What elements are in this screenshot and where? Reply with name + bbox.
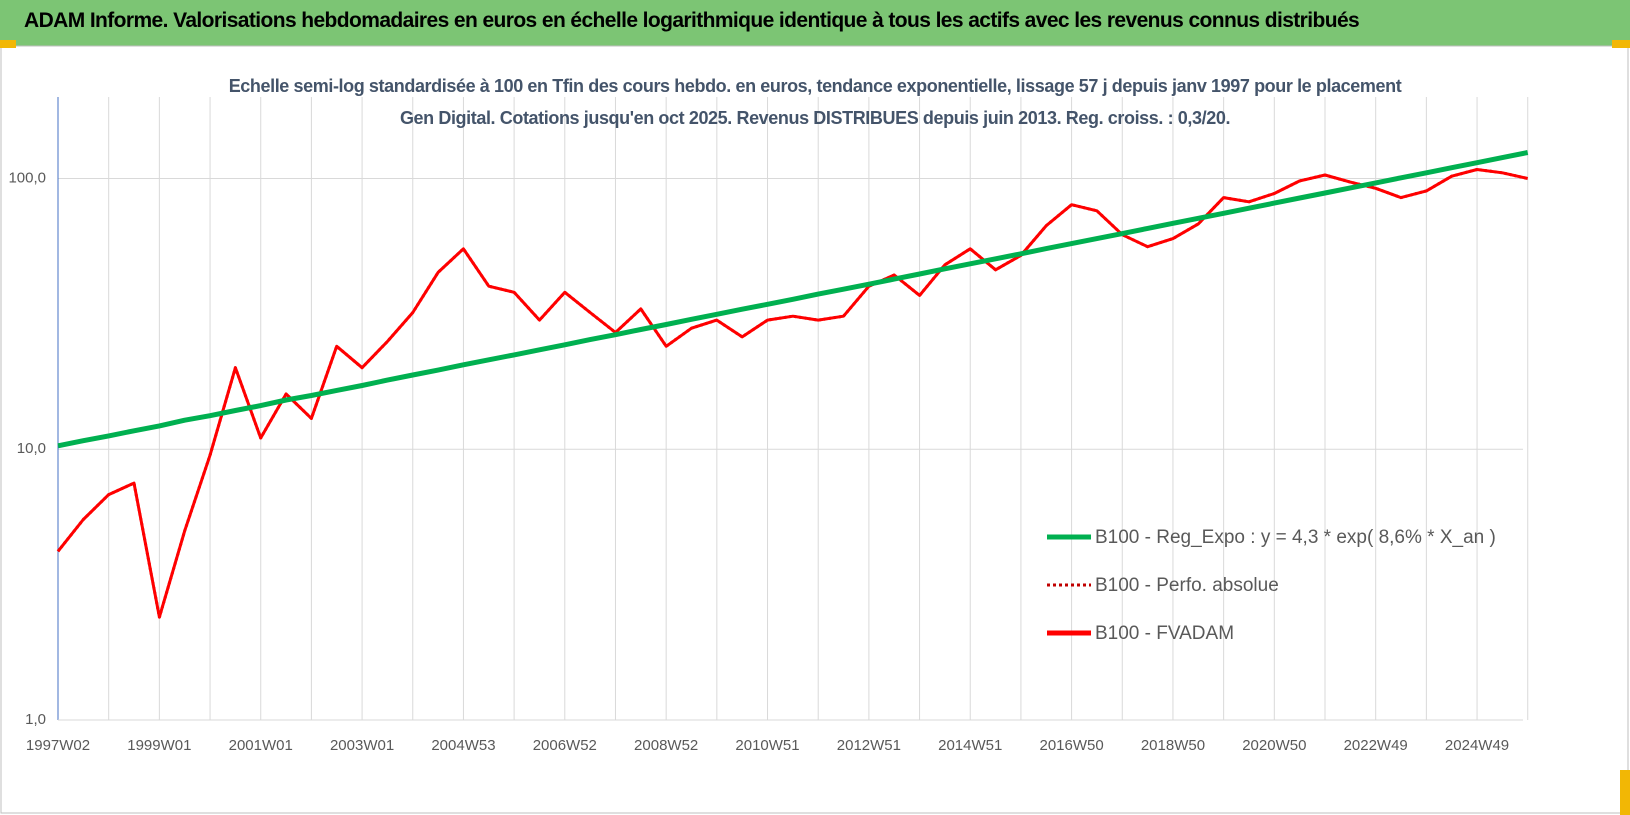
x-tick-label: 1997W02 [26,737,90,754]
x-tick-label: 2014W51 [938,737,1002,754]
x-tick-label: 2012W51 [837,737,901,754]
x-tick-label: 2008W52 [634,737,698,754]
corner-mark [0,40,16,48]
corner-mark [1620,770,1630,815]
chart-title: Echelle semi-log standardisée à 100 en T… [228,76,1402,128]
x-tick-label: 1999W01 [127,737,191,754]
x-tick-label: 2001W01 [229,737,293,754]
legend-label: B100 - FVADAM [1095,623,1234,644]
x-tick-label: 2024W49 [1445,737,1509,754]
x-tick-label: 2018W50 [1141,737,1205,754]
line-series [57,150,1529,449]
legend-label: B100 - Reg_Expo : y = 4,3 * exp( 8,6% * … [1095,527,1496,548]
header-title: ADAM Informe. Valorisations hebdomadaire… [0,0,1630,46]
corner-mark [1612,40,1630,48]
y-tick-label: 1,0 [25,711,46,728]
y-tick-label: 10,0 [17,440,46,457]
y-tick-label: 100,0 [8,169,46,186]
x-tick-label: 2022W49 [1344,737,1408,754]
line-series [56,168,1529,619]
x-tick-label: 2004W53 [431,737,495,754]
x-tick-label: 2006W52 [533,737,597,754]
chart-frame [0,45,1629,814]
x-tick-label: 2016W50 [1039,737,1103,754]
x-tick-label: 2010W51 [735,737,799,754]
line-series [56,168,1529,619]
x-tick-label: 2003W01 [330,737,394,754]
x-tick-label: 2020W50 [1242,737,1306,754]
legend-label: B100 - Perfo. absolue [1095,575,1279,596]
